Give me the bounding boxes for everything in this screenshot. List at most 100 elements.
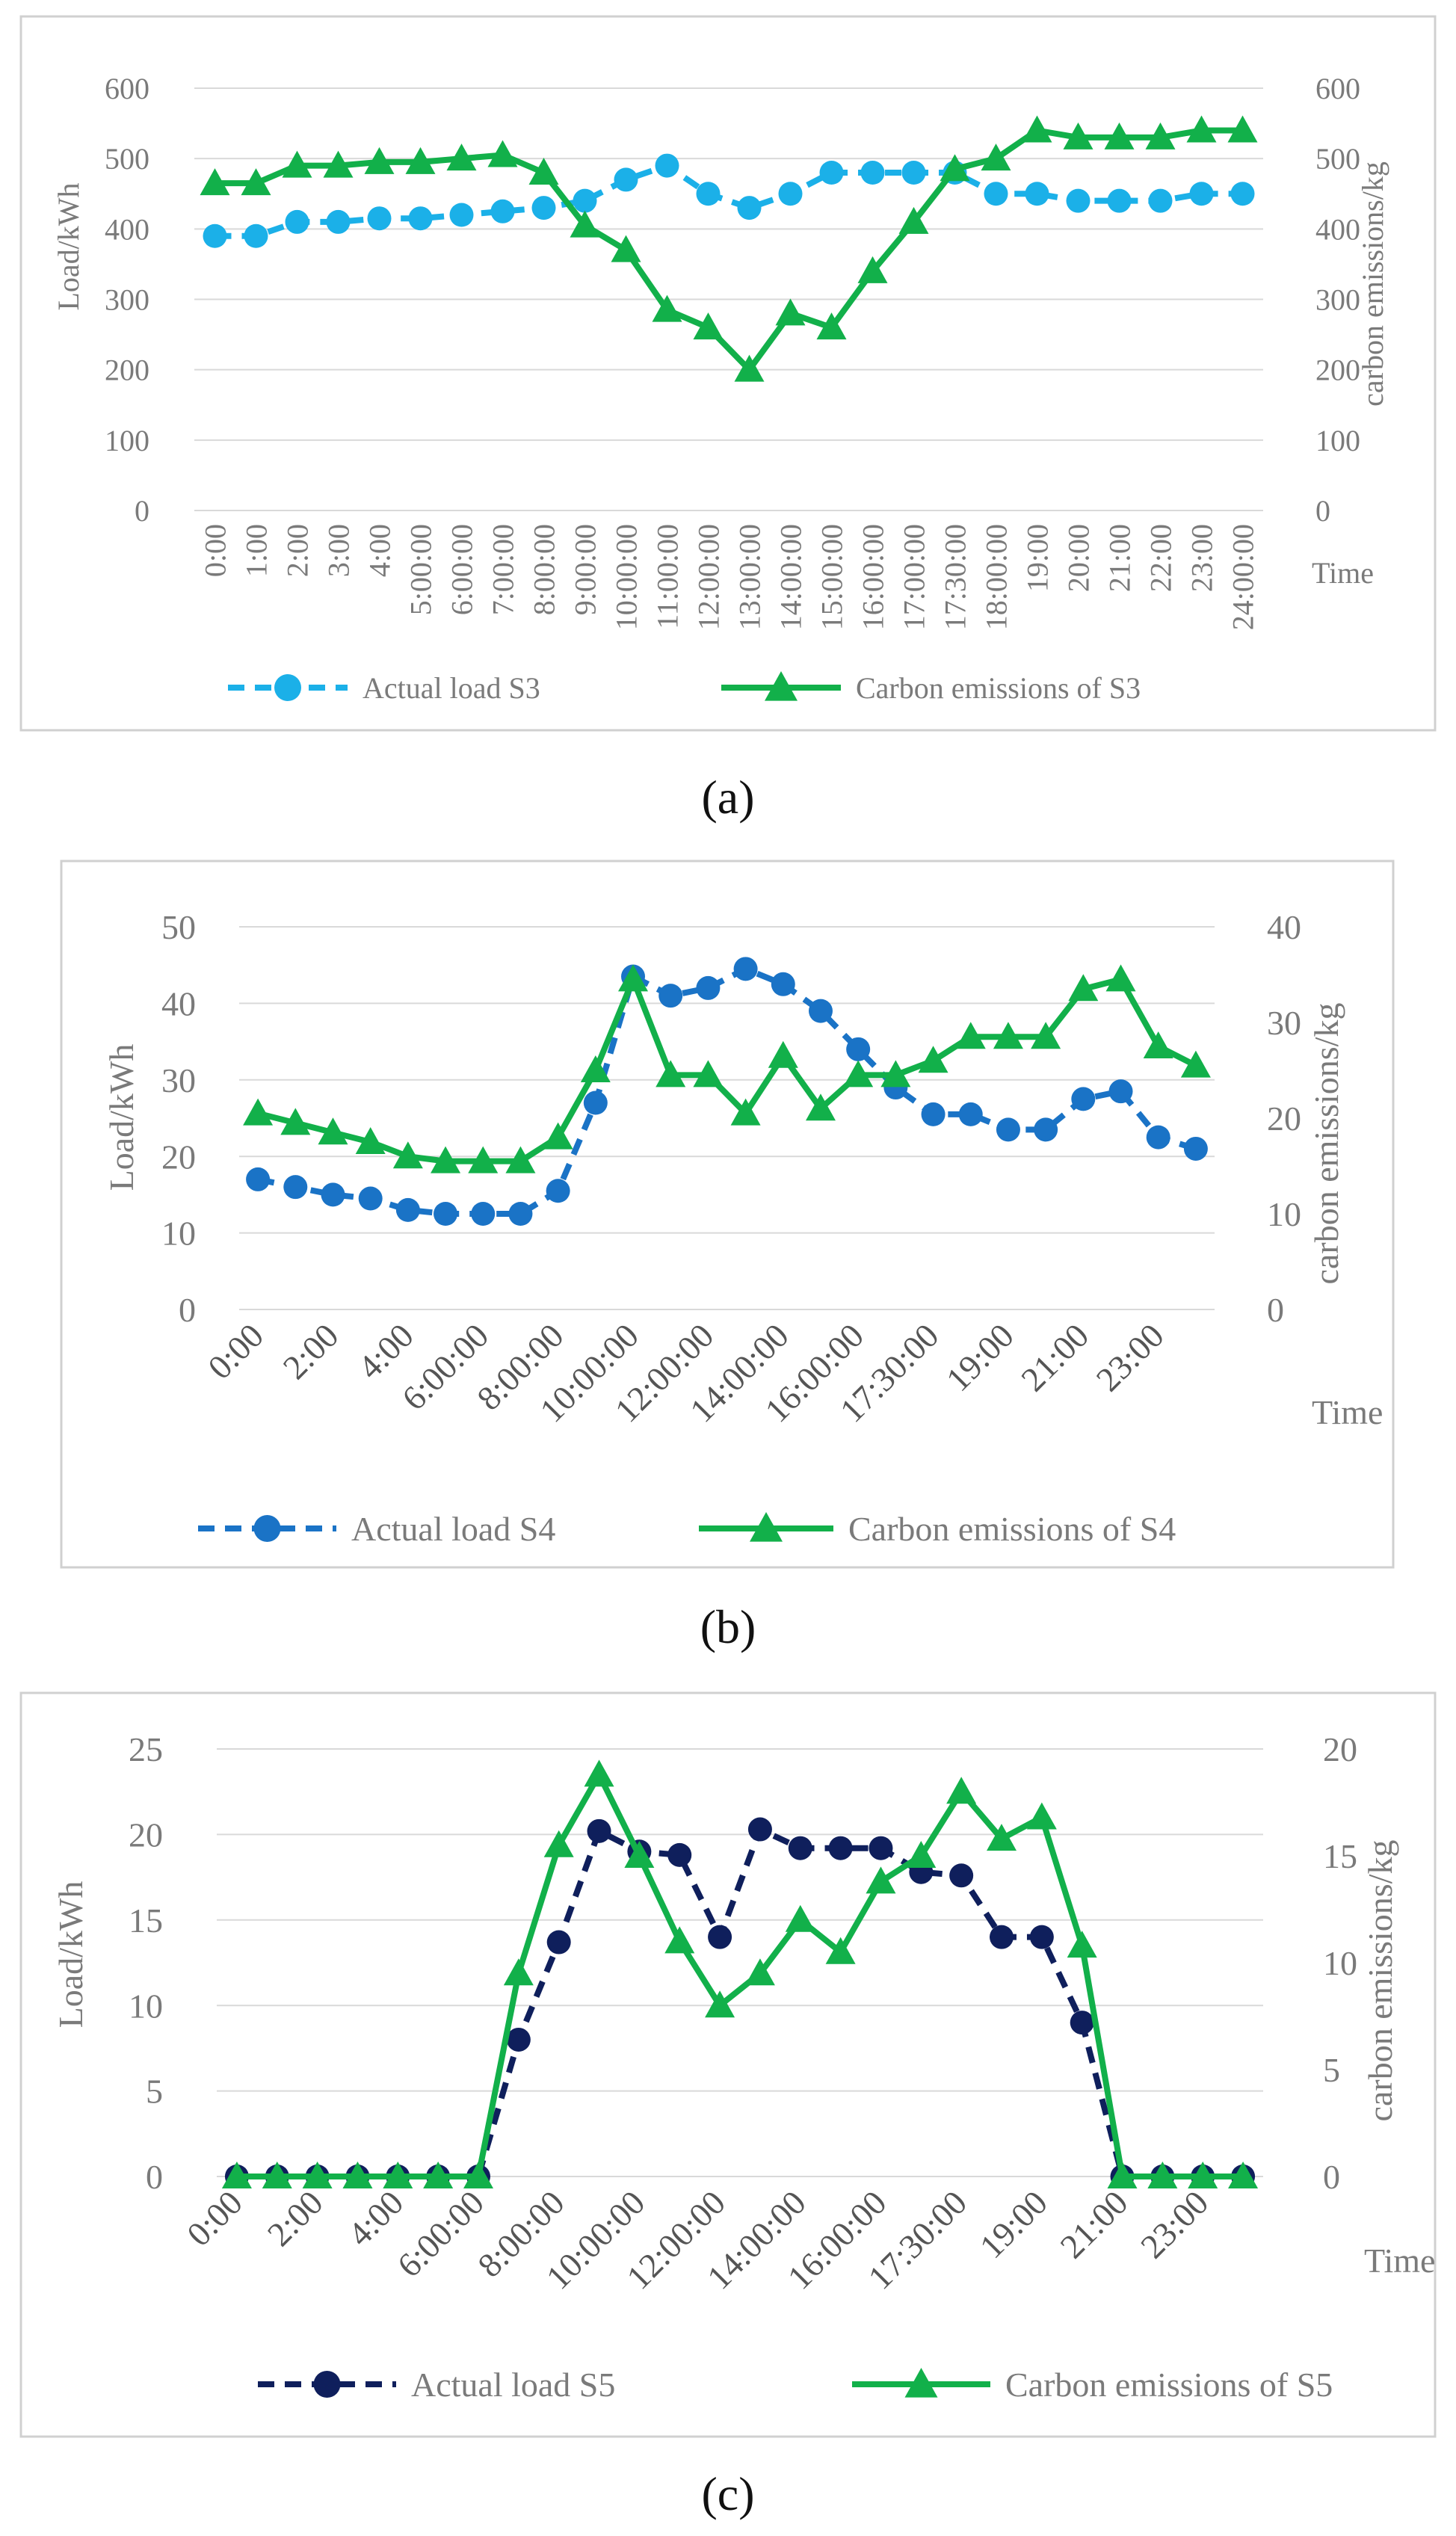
legend-swatch-marker-2 (765, 671, 798, 701)
data-point (901, 161, 926, 185)
x-tick-label: 2:00 (260, 2183, 330, 2253)
data-point (1104, 122, 1135, 149)
x-tick-label: 21:00 (1052, 2183, 1135, 2265)
data-point (543, 1830, 574, 1857)
x-tick-label: 2:00 (276, 1316, 346, 1386)
x-tick-label: 0:00 (199, 524, 232, 577)
legend-label-1: Actual load S3 (363, 671, 540, 705)
y-tick-label: 200 (105, 354, 149, 387)
data-point (990, 1925, 1014, 1949)
data-point (584, 1759, 614, 1787)
legend-label-1: Actual load S5 (411, 2366, 615, 2404)
y-tick-label: 20 (129, 1816, 163, 1854)
data-point (921, 1102, 946, 1126)
y-tick-label: 400 (105, 212, 149, 246)
data-point (1026, 1802, 1057, 1830)
data-point (1034, 1117, 1058, 1142)
data-point (570, 210, 600, 238)
data-point (1066, 188, 1091, 213)
data-point (367, 206, 392, 231)
chart-b-svg: 0 10 20 30 40 50 0 10 20 30 40 Load/kWh carbon emiss… (60, 860, 1395, 1569)
data-point (869, 1836, 893, 1860)
data-point (321, 1182, 345, 1207)
data-point (490, 199, 515, 223)
data-point (1107, 2162, 1138, 2188)
x-tick-label: 6:00:00 (390, 2183, 491, 2284)
data-point (1022, 115, 1052, 143)
data-point (285, 209, 309, 234)
data-point (282, 150, 312, 178)
data-point (614, 167, 638, 192)
data-point (940, 154, 970, 182)
data-point (1105, 964, 1136, 992)
y2-tick-label: 10 (1267, 1195, 1301, 1233)
x-tick-label: 23:00 (1185, 524, 1219, 592)
chart-panel-a: 0 100 200 300 400 500 600 0 100 200 300 400 500 600 Lo… (0, 0, 1456, 818)
data-point (323, 150, 354, 178)
y-axis-title: Load/kWh (102, 1044, 141, 1191)
data-point (1107, 188, 1132, 213)
data-point (463, 2162, 493, 2188)
y-axis-title: Load/kWh (52, 1881, 90, 2029)
data-point (860, 161, 885, 185)
x-tick-label: 4:00 (340, 2183, 410, 2253)
y2-tick-label: 600 (1315, 72, 1360, 105)
y2-axis-title: carbon emissions/kg (1356, 161, 1389, 407)
data-point (880, 1060, 911, 1087)
x-tick-label: 17:00:00 (898, 524, 931, 630)
y2-tick-label: 5 (1323, 2051, 1340, 2089)
data-point (528, 158, 559, 185)
data-point (918, 1046, 948, 1073)
y-tick-label: 10 (161, 1215, 196, 1253)
data-point (955, 1022, 986, 1049)
data-point (658, 984, 683, 1008)
caption-a: (a) (701, 771, 755, 824)
data-point (1145, 122, 1176, 149)
data-point (364, 146, 395, 174)
data-point (771, 972, 795, 996)
x-tick-label: 8:00:00 (528, 524, 561, 615)
data-point (624, 1841, 655, 1868)
data-point (392, 1141, 423, 1169)
y2-tick-label: 20 (1267, 1099, 1301, 1138)
data-point (302, 2162, 333, 2188)
data-point (768, 1040, 798, 1068)
data-point (996, 1117, 1020, 1142)
data-point (241, 168, 271, 196)
x-axis-title: Time (1364, 2242, 1435, 2280)
data-point (471, 1202, 496, 1226)
data-point (468, 1146, 499, 1173)
y-tick-label: 25 (129, 1730, 163, 1768)
x-tick-label: 6:00:00 (445, 524, 479, 615)
legend-swatch-marker-2 (750, 1512, 783, 1542)
data-point (318, 1117, 348, 1145)
y2-tick-label: 0 (1323, 2158, 1340, 2196)
data-point (846, 1037, 871, 1061)
data-point (744, 1958, 775, 1986)
x-tick-label: 19:00 (972, 2183, 1055, 2265)
data-point (431, 1146, 461, 1173)
y-tick-label: 5 (146, 2073, 163, 2111)
y2-axis-title: carbon emissions/kg (1361, 1840, 1399, 2122)
y-tick-label: 10 (129, 1987, 163, 2025)
data-point (587, 1818, 611, 1843)
y2-tick-label: 10 (1323, 1944, 1357, 1982)
chart-panel-c: 0 5 10 15 20 25 0 5 10 15 20 Load/kWh carbon emissio… (0, 1682, 1456, 2489)
data-point (1189, 182, 1214, 206)
x-tick-label: 16:00:00 (857, 524, 890, 630)
data-point (546, 1930, 571, 1955)
data-point (405, 146, 436, 174)
y2-tick-label: 30 (1267, 1004, 1301, 1042)
data-point (705, 1990, 735, 2018)
legend-label-2: Carbon emissions of S5 (1005, 2366, 1333, 2404)
data-point (984, 182, 1008, 206)
data-point (1025, 182, 1049, 206)
data-point (775, 298, 806, 326)
x-tick-label: 22:00 (1144, 524, 1178, 592)
y-tick-label: 500 (105, 142, 149, 176)
y-tick-label: 0 (135, 494, 149, 528)
y2-tick-label: 300 (1315, 283, 1360, 317)
data-point (280, 1108, 311, 1135)
x-axis-title: Time (1312, 556, 1374, 590)
data-point (708, 1925, 732, 1949)
